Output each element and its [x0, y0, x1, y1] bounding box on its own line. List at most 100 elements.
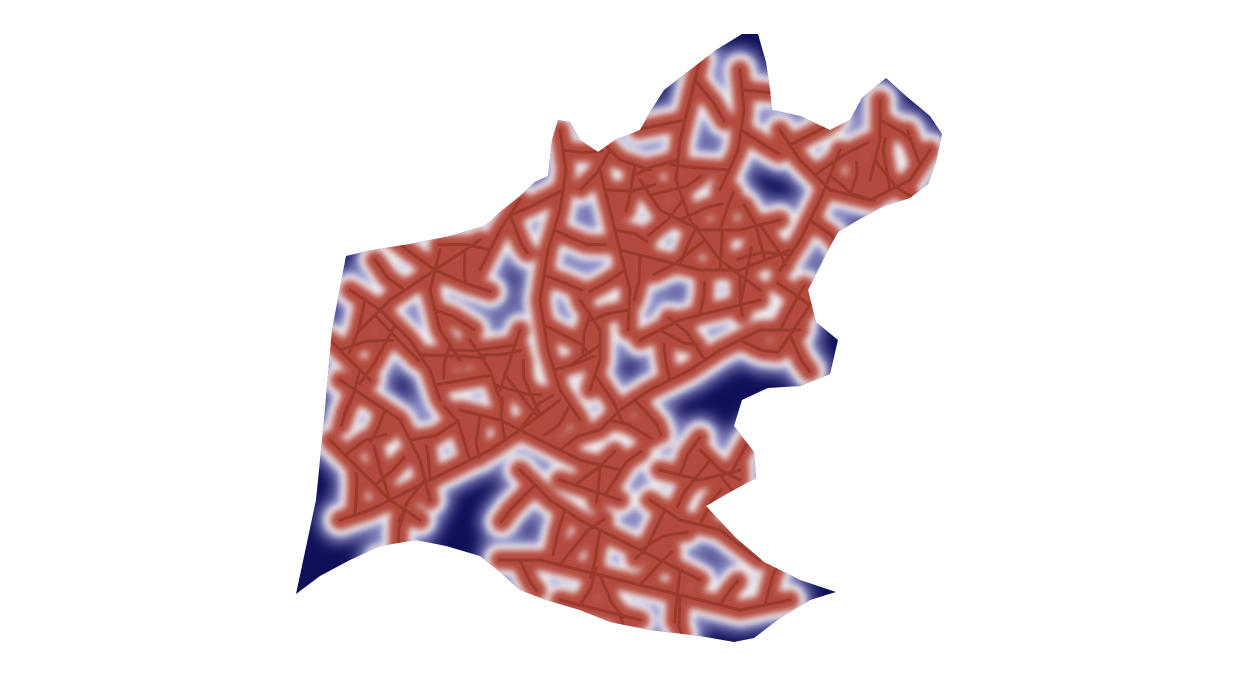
stream-line-65: [518, 394, 554, 432]
stream-line-44: [358, 323, 397, 386]
stream-line-119: [593, 373, 624, 425]
stream-line-109: [478, 198, 522, 272]
stream-line-104: [675, 458, 712, 509]
stream-line-77: [598, 573, 625, 619]
stream-line-79: [677, 593, 684, 637]
stream-line-111: [437, 243, 492, 252]
stream-line-26: [813, 141, 870, 177]
stream-line-145: [578, 566, 598, 607]
stream-line-100: [678, 202, 724, 222]
stream-line-41: [373, 313, 421, 362]
stream-line-78: [638, 550, 673, 587]
stream-line-122: [503, 373, 538, 416]
stream-line-63: [458, 408, 622, 472]
stream-line-134: [776, 281, 812, 307]
stream-line-67: [594, 463, 602, 504]
stream-line-80: [718, 579, 740, 607]
stream-line-91: [698, 281, 706, 317]
stream-line-30: [868, 98, 882, 182]
stream-line-96: [718, 230, 724, 272]
stream-line-61: [499, 395, 507, 442]
stream-line-73: [673, 568, 682, 624]
stream-line-69: [500, 483, 537, 524]
stream-line-1: [561, 148, 604, 155]
stream-line-129: [342, 368, 362, 416]
stream-line-54: [373, 456, 406, 487]
stream-line-132: [624, 163, 637, 213]
stream-line-114: [433, 308, 476, 331]
stream-line-130: [598, 138, 652, 172]
stream-line-87: [738, 338, 780, 354]
stream-line-59: [424, 444, 432, 482]
stream-line-120: [498, 328, 522, 392]
stream-line-141: [603, 450, 643, 497]
stream-line-55: [397, 508, 407, 550]
stream-line-22: [739, 128, 781, 156]
stream-line-64: [474, 413, 482, 459]
stream-line-127: [328, 338, 372, 382]
stream-line-7: [543, 403, 572, 437]
stream-line-34: [828, 173, 876, 202]
stream-line-27: [848, 160, 859, 197]
stream-line-107: [678, 436, 702, 477]
stream-line-47: [338, 378, 432, 502]
stream-line-66: [558, 429, 600, 452]
stream-line-18: [652, 238, 707, 276]
stream-line-5: [542, 323, 591, 356]
stream-line-88: [778, 284, 806, 332]
stream-line-3: [552, 228, 607, 247]
stream-line-11: [588, 268, 627, 293]
stream-line-125: [698, 488, 724, 527]
stream-line-6: [552, 354, 597, 372]
stream-line-31: [878, 118, 913, 143]
stream-line-118: [568, 343, 602, 367]
stream-line-115: [442, 343, 452, 380]
stream-line-110: [508, 213, 529, 255]
stream-line-137: [478, 348, 523, 357]
stream-line-117: [581, 313, 592, 355]
stream-line-16: [635, 158, 680, 176]
stream-line-84: [633, 398, 663, 436]
stream-line-90: [658, 328, 698, 346]
stream-line-113: [433, 268, 492, 294]
stream-line-17: [646, 198, 685, 238]
stream-line-23: [668, 162, 731, 172]
stream-line-12: [589, 308, 631, 323]
stream-line-42: [348, 288, 442, 402]
stream-line-101: [718, 190, 735, 232]
stream-line-62: [521, 359, 542, 417]
stream-centerlines: [328, 58, 932, 642]
stream-line-76: [558, 517, 606, 567]
stream-line-138: [493, 383, 543, 397]
stream-line-139: [558, 478, 622, 502]
stream-line-75: [518, 558, 539, 593]
stream-line-45: [418, 353, 487, 360]
stream-line-144: [558, 598, 642, 622]
stream-line-2: [508, 188, 565, 217]
stream-line-60: [443, 405, 472, 462]
stream-line-4: [542, 273, 584, 292]
stream-line-50: [408, 419, 460, 442]
stream-line-53: [343, 432, 388, 457]
stream-line-32: [873, 158, 913, 198]
stream-line-102: [758, 223, 787, 267]
stream-line-70: [551, 508, 567, 556]
stream-line-38: [462, 248, 468, 285]
stream-line-121: [450, 343, 517, 353]
stream-line-14: [693, 78, 726, 123]
stream-line-99: [648, 174, 703, 197]
stream-line-83: [608, 418, 653, 440]
stream-line-58: [372, 444, 392, 502]
stream-line-103: [698, 448, 742, 482]
stream-line-135: [788, 333, 812, 374]
stream-line-85: [662, 342, 672, 382]
stream-line-140: [573, 449, 617, 487]
stream-line-40: [373, 258, 407, 292]
stream-line-15: [637, 118, 687, 131]
stream-line-98: [638, 178, 782, 232]
stream-line-131: [579, 148, 612, 191]
stream-line-93: [618, 248, 792, 272]
stream-line-124: [634, 508, 667, 560]
stream-line-82: [598, 328, 802, 432]
